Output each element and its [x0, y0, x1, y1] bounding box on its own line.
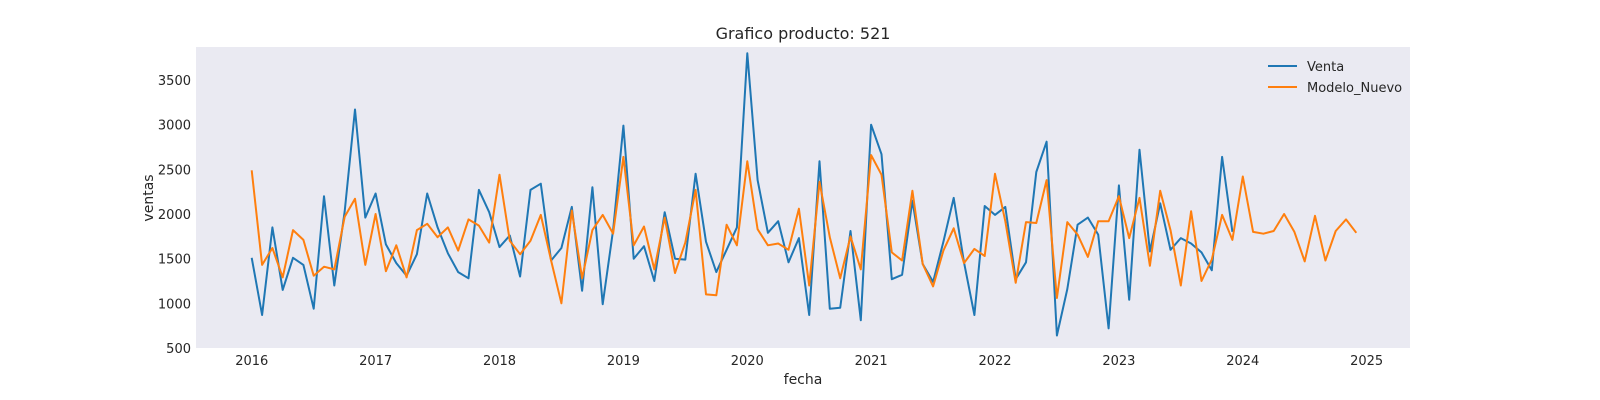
x-tick-label: 2022	[978, 354, 1011, 369]
x-tick-label: 2020	[731, 354, 764, 369]
x-axis-ticks: 2016 2017 2018 2019 2020 2021 2022 2023 2024 2025	[235, 354, 1383, 369]
x-tick-label: 2017	[359, 354, 392, 369]
y-tick-label: 1500	[158, 253, 191, 268]
y-tick-label: 3500	[158, 74, 191, 89]
chart-title: Grafico producto: 521	[716, 24, 891, 43]
y-tick-label: 2000	[158, 208, 191, 223]
y-axis-label: ventas	[141, 174, 157, 221]
legend-label: Modelo_Nuevo	[1307, 81, 1402, 96]
series-line-modelo-nuevo	[250, 154, 1358, 305]
y-tick-label: 500	[166, 342, 191, 357]
series-line-venta	[250, 52, 1234, 337]
x-tick-label: 2021	[855, 354, 888, 369]
x-axis-label: fecha	[784, 372, 823, 388]
legend-label: Venta	[1307, 60, 1344, 75]
x-tick-label: 2016	[235, 354, 268, 369]
y-tick-label: 2500	[158, 163, 191, 178]
series-layer	[250, 52, 1358, 337]
x-tick-label: 2024	[1226, 354, 1259, 369]
legend: Venta Modelo_Nuevo	[1268, 60, 1402, 96]
x-tick-label: 2025	[1350, 354, 1383, 369]
y-tick-label: 3000	[158, 119, 191, 134]
x-tick-label: 2019	[607, 354, 640, 369]
x-tick-label: 2023	[1102, 354, 1135, 369]
plot-area	[196, 47, 1410, 348]
y-tick-label: 1000	[158, 297, 191, 312]
y-axis-ticks: 500 1000 1500 2000 2500 3000 3500	[158, 74, 191, 357]
x-tick-label: 2018	[483, 354, 516, 369]
